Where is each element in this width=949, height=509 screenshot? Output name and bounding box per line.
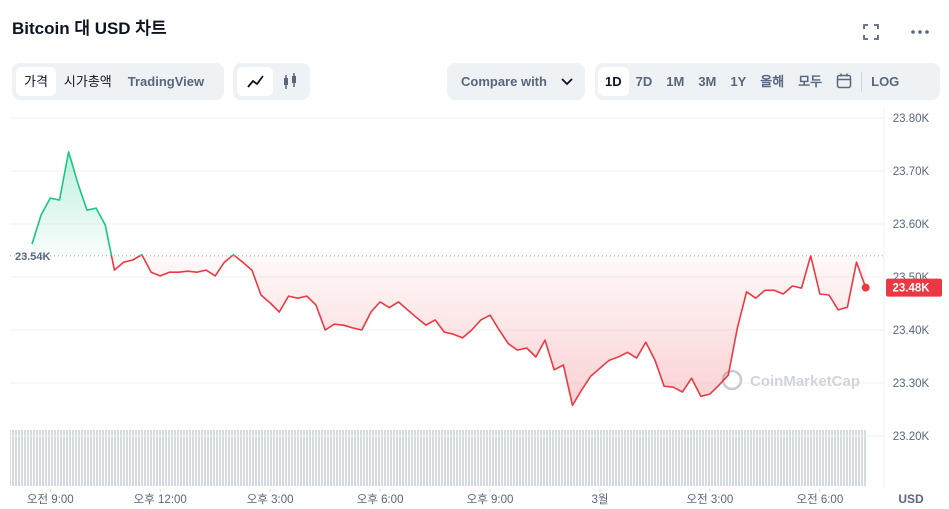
x-tick-label: 오후 6:00 [357, 493, 404, 506]
y-tick-label: 23.30K [893, 378, 930, 390]
reference-label: 23.54K [15, 251, 51, 263]
watermark: CoinMarketCap [750, 373, 860, 390]
y-tick-label: 23.20K [893, 431, 930, 443]
current-price-box [886, 278, 942, 297]
y-unit: USD [898, 492, 924, 506]
log-button[interactable]: LOG [871, 74, 900, 89]
tab-group: 가격 시가총액 TradingView [12, 63, 224, 100]
range-button[interactable]: 올해 [760, 74, 785, 89]
line-type-button[interactable] [237, 67, 273, 96]
range-button[interactable]: 1D [598, 67, 629, 96]
range-button[interactable]: 3M [698, 74, 717, 89]
tab-button[interactable]: TradingView [127, 74, 205, 89]
price-line [31, 151, 867, 407]
volume-decoration [10, 430, 867, 486]
x-tick-label: 오후 12:00 [134, 493, 187, 506]
x-tick-label: 오전 9:00 [27, 493, 74, 506]
tab-button[interactable]: 시가총액 [63, 74, 112, 89]
fullscreen-icon[interactable] [862, 23, 880, 41]
candle-icon [284, 73, 296, 89]
y-tick-label: 23.80K [893, 113, 930, 125]
range-button[interactable]: 1M [666, 74, 685, 89]
price-area [32, 151, 866, 406]
x-tick-label: 오후 3:00 [247, 493, 294, 506]
title: Bitcoin 대 USD 차트 [12, 19, 167, 38]
tab-button[interactable]: 가격 [16, 67, 56, 96]
compare-label: Compare with [461, 74, 547, 89]
y-tick-label: 23.60K [893, 219, 930, 231]
x-tick-label: 오전 6:00 [796, 493, 843, 506]
separator [861, 71, 863, 92]
x-tick-label: 오전 3:00 [687, 493, 734, 506]
calendar-button[interactable] [829, 67, 859, 96]
chevron-icon [561, 77, 573, 85]
x-tick-label: 3월 [592, 493, 609, 506]
candle-type-button[interactable] [273, 67, 307, 96]
y-tick-label: 23.40K [893, 325, 930, 337]
more-icon[interactable] [910, 29, 930, 35]
y-tick-label: 23.70K [893, 166, 930, 178]
range-button[interactable]: 모두 [798, 74, 823, 89]
current-price-dot [861, 283, 870, 292]
line-icon [247, 75, 264, 88]
calendar-icon [836, 73, 852, 89]
x-tick-label: 오후 9:00 [467, 493, 514, 506]
range-button[interactable]: 1Y [730, 74, 747, 89]
chart-type-group [233, 63, 310, 100]
compare-button[interactable]: Compare with [447, 63, 585, 100]
range-group: 1D 7D 1M 3M 1Y 올해 모두 LOG [595, 63, 940, 100]
range-button[interactable]: 7D [635, 74, 653, 89]
current-price-label: 23.48K [892, 283, 930, 295]
